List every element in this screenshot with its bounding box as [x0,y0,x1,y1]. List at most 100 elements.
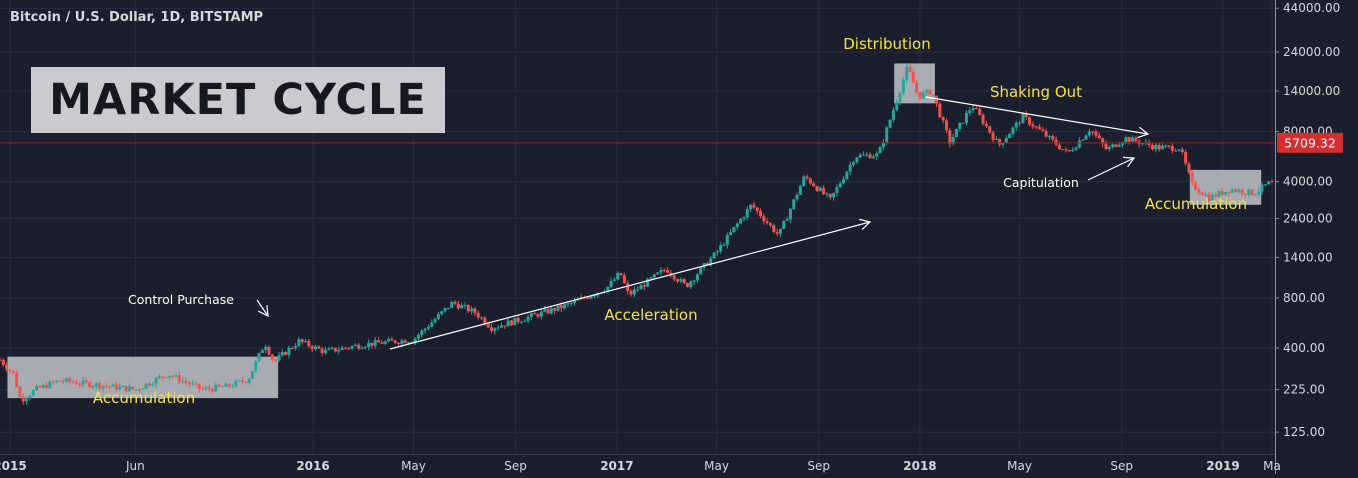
candle-body [390,339,394,341]
candle-body [974,108,978,110]
candle [35,384,39,392]
candle-body [333,347,337,352]
candle-body [1247,189,1251,195]
candle-body [659,269,663,273]
candle [519,320,523,324]
candle-body [964,113,968,123]
candle-body [632,289,636,295]
candle [1134,136,1138,144]
candle-body [865,154,869,156]
candle [1227,191,1231,197]
candle [98,382,102,391]
candle-body [513,317,517,326]
candle [805,174,809,181]
candle [838,181,842,188]
candle-body [871,156,875,159]
candle-body [1114,144,1118,147]
candle [343,347,347,350]
candle-body [1021,113,1025,124]
candle [250,371,254,380]
candle-body [911,71,915,83]
candle-body [1111,144,1115,147]
candle-body [991,132,995,140]
candle-body [290,347,294,349]
candle-body [606,286,610,292]
candle [380,340,384,345]
candle-body [745,209,749,218]
candle [94,382,98,390]
candle [0,357,2,361]
candle-body [244,381,248,383]
candle-body [1200,192,1204,196]
candle [1237,187,1241,195]
candle [915,79,919,95]
candle [835,184,839,197]
candle [413,337,417,346]
candle-body [1117,144,1121,147]
candle [798,184,802,196]
candle-body [470,308,474,312]
candle-body [984,123,988,127]
candle [1114,144,1118,148]
candle-body [888,119,892,128]
candle [991,130,995,143]
candle-body [1124,137,1128,143]
candle [240,377,244,384]
candle [616,271,620,281]
candle [333,347,337,353]
candle [828,193,832,200]
candle-body [868,154,872,159]
candle-body [104,386,108,388]
candle [460,302,464,309]
candle [370,342,374,349]
candle [948,128,952,148]
candle [1230,188,1234,194]
candle [1074,146,1078,151]
candle [1247,188,1251,197]
candle-body [1087,131,1091,136]
candle-body [616,273,620,280]
candle [672,274,676,282]
candle [858,152,862,159]
candle-body [662,269,666,271]
candle [881,139,885,151]
candle-body [277,355,281,361]
candle-body [1074,147,1078,151]
candle-body [31,390,35,396]
candle-body [765,221,769,224]
candle [1177,148,1181,152]
candle [1097,132,1101,140]
candle [1008,133,1012,139]
x-tick-label: 2018 [903,459,936,473]
candle [569,301,573,307]
candle [662,268,666,273]
candle [290,346,294,350]
candle [632,286,636,298]
candle-body [240,380,244,382]
candle-body [433,319,437,323]
candle-body [300,339,304,342]
candle-body [1028,117,1032,125]
candle [1220,188,1224,197]
candle-body [131,386,135,390]
capitulation-arrow-shaft [1087,157,1135,181]
candle-body [898,92,902,102]
candle [815,185,819,192]
candle-body [48,381,52,389]
candle-body [739,219,743,224]
candle [177,371,181,385]
candle [735,222,739,231]
candle-body [1174,150,1178,152]
candle [772,223,776,234]
candle [340,345,344,351]
candle-body [885,127,889,143]
candle-body [68,378,72,382]
candle [58,380,62,382]
candle-body [317,346,321,349]
candle-body [1194,182,1198,190]
candle [938,101,942,119]
candle [1021,112,1025,124]
candle-body [729,232,733,235]
candle-body [353,344,357,347]
candle [984,120,988,128]
